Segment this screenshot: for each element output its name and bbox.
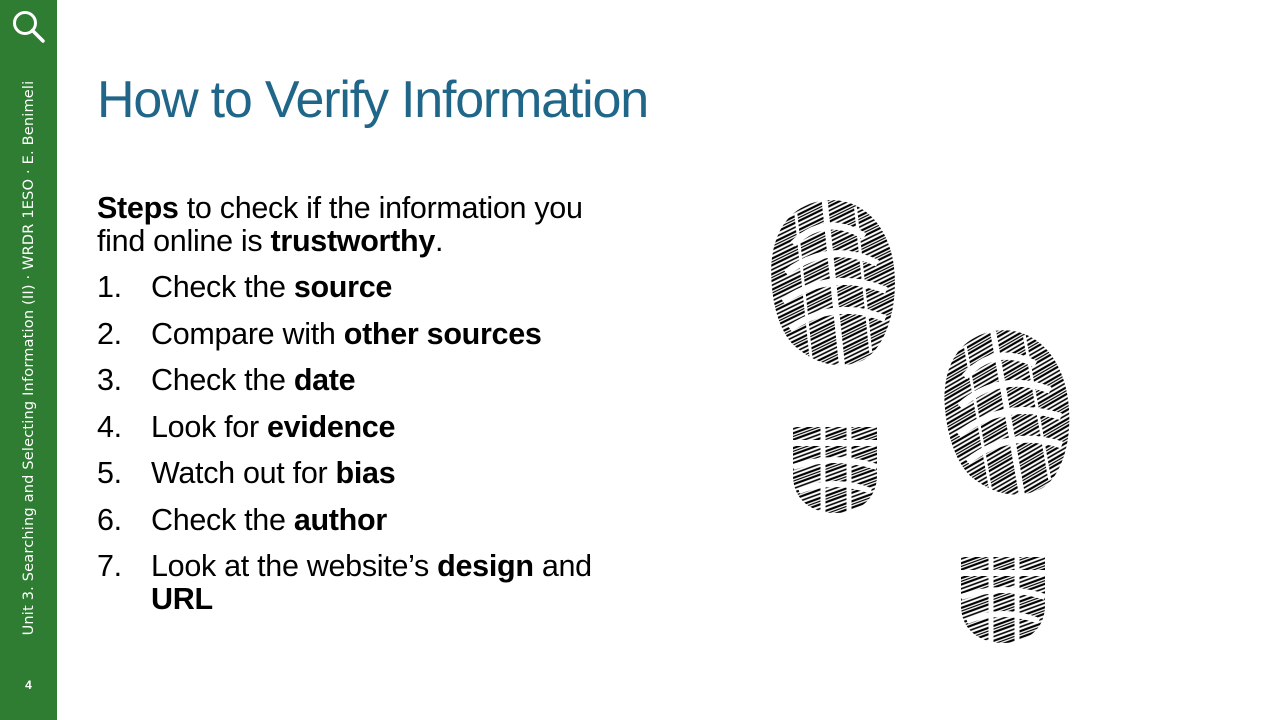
step-bold-text: other sources	[343, 316, 542, 351]
step-number: 3.	[97, 363, 122, 397]
step-plain-text: Check the	[151, 270, 294, 304]
intro-period: .	[434, 224, 444, 258]
step-plain-text: Compare with	[151, 316, 344, 351]
step-number: 1.	[97, 270, 122, 304]
step-number: 7.	[97, 549, 122, 583]
intro-bold-trustworthy: trustworthy	[270, 224, 436, 258]
step-text: Check the date	[151, 364, 637, 397]
search-icon	[13, 11, 45, 43]
step-bold-text: design	[437, 549, 534, 583]
list-item: 1. Check the source	[97, 271, 637, 304]
sidebar-course-label: Unit 3. Searching and Selecting Informat…	[21, 80, 37, 636]
slide-body: Steps to check if the information you fi…	[97, 192, 637, 630]
step-bold-text: evidence	[266, 409, 396, 444]
step-text: Check the source	[151, 271, 637, 304]
step-plain-text: Check the	[151, 502, 294, 537]
sidebar: Unit 3. Searching and Selecting Informat…	[0, 0, 57, 720]
step-bold-text: source	[293, 270, 393, 304]
right-sole	[933, 320, 1083, 505]
list-item: 2. Compare with other sources	[97, 316, 637, 351]
step-bold-text: bias	[335, 456, 396, 490]
list-item: 4. Look for evidence	[97, 409, 637, 444]
step-plain-text: Check the	[151, 363, 294, 397]
steps-list: 1. Check the source 2. Compare with other s…	[97, 271, 637, 616]
step-plain-text: Look at the website’s	[151, 549, 438, 583]
step-plain-text-2: and	[533, 549, 592, 583]
step-plain-text: Watch out for	[151, 456, 336, 490]
intro-bold-steps: Steps	[97, 191, 179, 225]
step-text: Check the author	[151, 502, 637, 537]
step-number: 4.	[97, 409, 122, 444]
step-text: Watch out for bias	[151, 457, 637, 490]
step-number: 6.	[97, 502, 122, 537]
list-item: 6. Check the author	[97, 502, 637, 537]
step-number: 2.	[97, 316, 122, 351]
intro-paragraph: Steps to check if the information you fi…	[97, 192, 637, 258]
page-title: How to Verify Information	[97, 71, 649, 129]
step-number: 5.	[97, 456, 122, 490]
list-item: 3. Check the date	[97, 364, 637, 397]
step-text: Compare with other sources	[151, 316, 637, 351]
step-text: Look at the website’s design and URL	[151, 550, 637, 616]
step-bold-text: date	[293, 363, 356, 397]
list-item: 7. Look at the website’s design and URL	[97, 550, 637, 616]
list-item: 5. Watch out for bias	[97, 457, 637, 490]
page-number: 4	[25, 678, 32, 692]
intro-text: to check if the information you find onl…	[97, 191, 583, 258]
footprints-icon	[755, 195, 1085, 645]
left-heel	[793, 427, 877, 513]
left-sole	[763, 195, 903, 372]
step-bold-text: author	[293, 502, 387, 537]
step-plain-text: Look for	[151, 409, 267, 444]
right-heel	[961, 557, 1045, 643]
step-text: Look for evidence	[151, 409, 637, 444]
step-bold-text-2: URL	[151, 582, 213, 616]
